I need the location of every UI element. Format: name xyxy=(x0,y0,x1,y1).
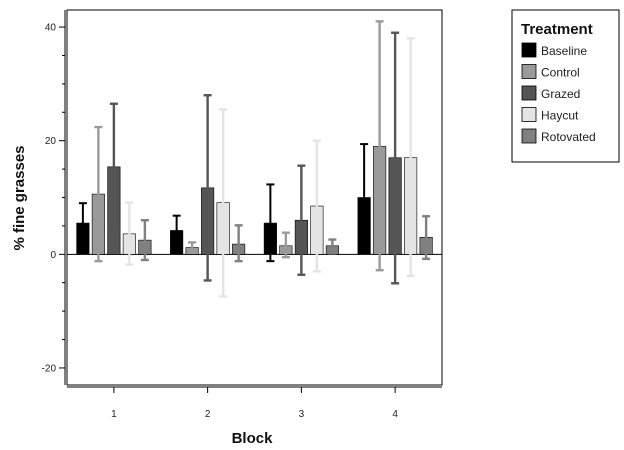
legend-label-baseline: Baseline xyxy=(541,44,587,58)
legend-label-control: Control xyxy=(541,66,580,80)
legend-swatch-control xyxy=(521,64,537,79)
legend-label-grazed: Grazed xyxy=(541,87,580,101)
y-tick-label: 20 xyxy=(45,136,57,147)
y-tick-label: 0 xyxy=(50,250,56,261)
y-axis-title: % fine grasses xyxy=(11,145,28,250)
y-tick-label: 40 xyxy=(45,23,57,34)
legend-swatch-baseline xyxy=(521,42,537,58)
x-tick-label: 2 xyxy=(205,409,211,420)
x-tick-label: 1 xyxy=(111,409,117,420)
legend-swatch-grazed xyxy=(521,85,537,101)
x-tick-label: 4 xyxy=(392,409,398,420)
legend-label-rotovated: Rotovated xyxy=(541,130,596,144)
legend-swatch-rotovated xyxy=(521,128,537,144)
x-axis-title: Block xyxy=(232,430,274,447)
legend-label-haycut: Haycut xyxy=(541,109,579,123)
legend: Treatment Baseline Control Grazed Haycut Rot… xyxy=(511,9,620,163)
y-tick-label: -20 xyxy=(42,363,57,374)
legend-swatch-haycut xyxy=(521,107,537,122)
legend-title: Treatment xyxy=(521,21,593,38)
x-tick-label: 3 xyxy=(299,409,305,420)
